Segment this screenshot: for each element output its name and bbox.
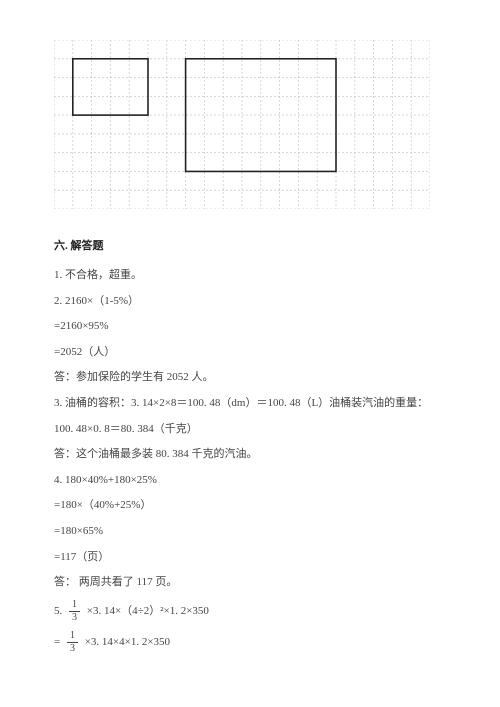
text-run: =2160×95% [54,320,109,332]
text-run: 100. 48×0. 8＝80. 384（千克） [54,423,198,435]
section-title: 六. 解答题 [54,237,446,253]
answer-line: 答：参加保险的学生有 2052 人。 [54,369,446,387]
answer-line: 答： 两周共看了 117 页。 [54,574,446,592]
fraction-numerator: 1 [69,600,80,612]
text-run: =180×65% [54,525,103,537]
text-run: = [54,636,63,648]
answer-line: 答：这个油桶最多装 80. 384 千克的汽油。 [54,446,446,464]
text-run: 1. 不合格，超重。 [54,269,142,281]
fraction-numerator: 1 [67,631,78,643]
text-run: =117（页） [54,551,109,563]
fraction: 13 [67,631,78,654]
fraction-denominator: 3 [67,643,78,654]
answer-line: 100. 48×0. 8＝80. 384（千克） [54,421,446,439]
answer-line: =180×（40%+25%） [54,497,446,515]
text-run: 2. 2160×（1-5%） [54,295,139,307]
answer-line: 2. 2160×（1-5%） [54,293,446,311]
grid-svg [54,40,430,209]
text-run: 答： 两周共看了 117 页。 [54,576,177,588]
text-run: 答：参加保险的学生有 2052 人。 [54,371,214,383]
answer-line: 5. 13 ×3. 14×（4÷2）²×1. 2×350 [54,600,446,623]
answer-lines: 1. 不合格，超重。 2. 2160×（1-5%） =2160×95% =2052（人… [54,267,446,654]
answer-line: =180×65% [54,523,446,541]
text-run: ×3. 14×（4÷2）²×1. 2×350 [84,605,209,617]
text-run: 5. [54,605,65,617]
answer-line: =117（页） [54,549,446,567]
text-run: 答：这个油桶最多装 80. 384 千克的汽油。 [54,448,258,460]
answer-line: =2052（人） [54,344,446,362]
text-run: =180×（40%+25%） [54,499,151,511]
answer-line: 4. 180×40%+180×25% [54,472,446,490]
text-run: =2052（人） [54,346,115,358]
fraction: 13 [69,600,80,623]
answer-line: =2160×95% [54,318,446,336]
answer-line: 1. 不合格，超重。 [54,267,446,285]
text-run: ×3. 14×4×1. 2×350 [82,636,170,648]
grid-diagram [54,40,446,209]
text-run: 4. 180×40%+180×25% [54,474,157,486]
answer-line: 3. 油桶的容积：3. 14×2×8＝100. 48（dm）＝100. 48（L… [54,395,446,413]
answer-line: = 13 ×3. 14×4×1. 2×350 [54,631,446,654]
fraction-denominator: 3 [69,612,80,623]
text-run: 3. 油桶的容积：3. 14×2×8＝100. 48（dm）＝100. 48（L… [54,397,428,409]
